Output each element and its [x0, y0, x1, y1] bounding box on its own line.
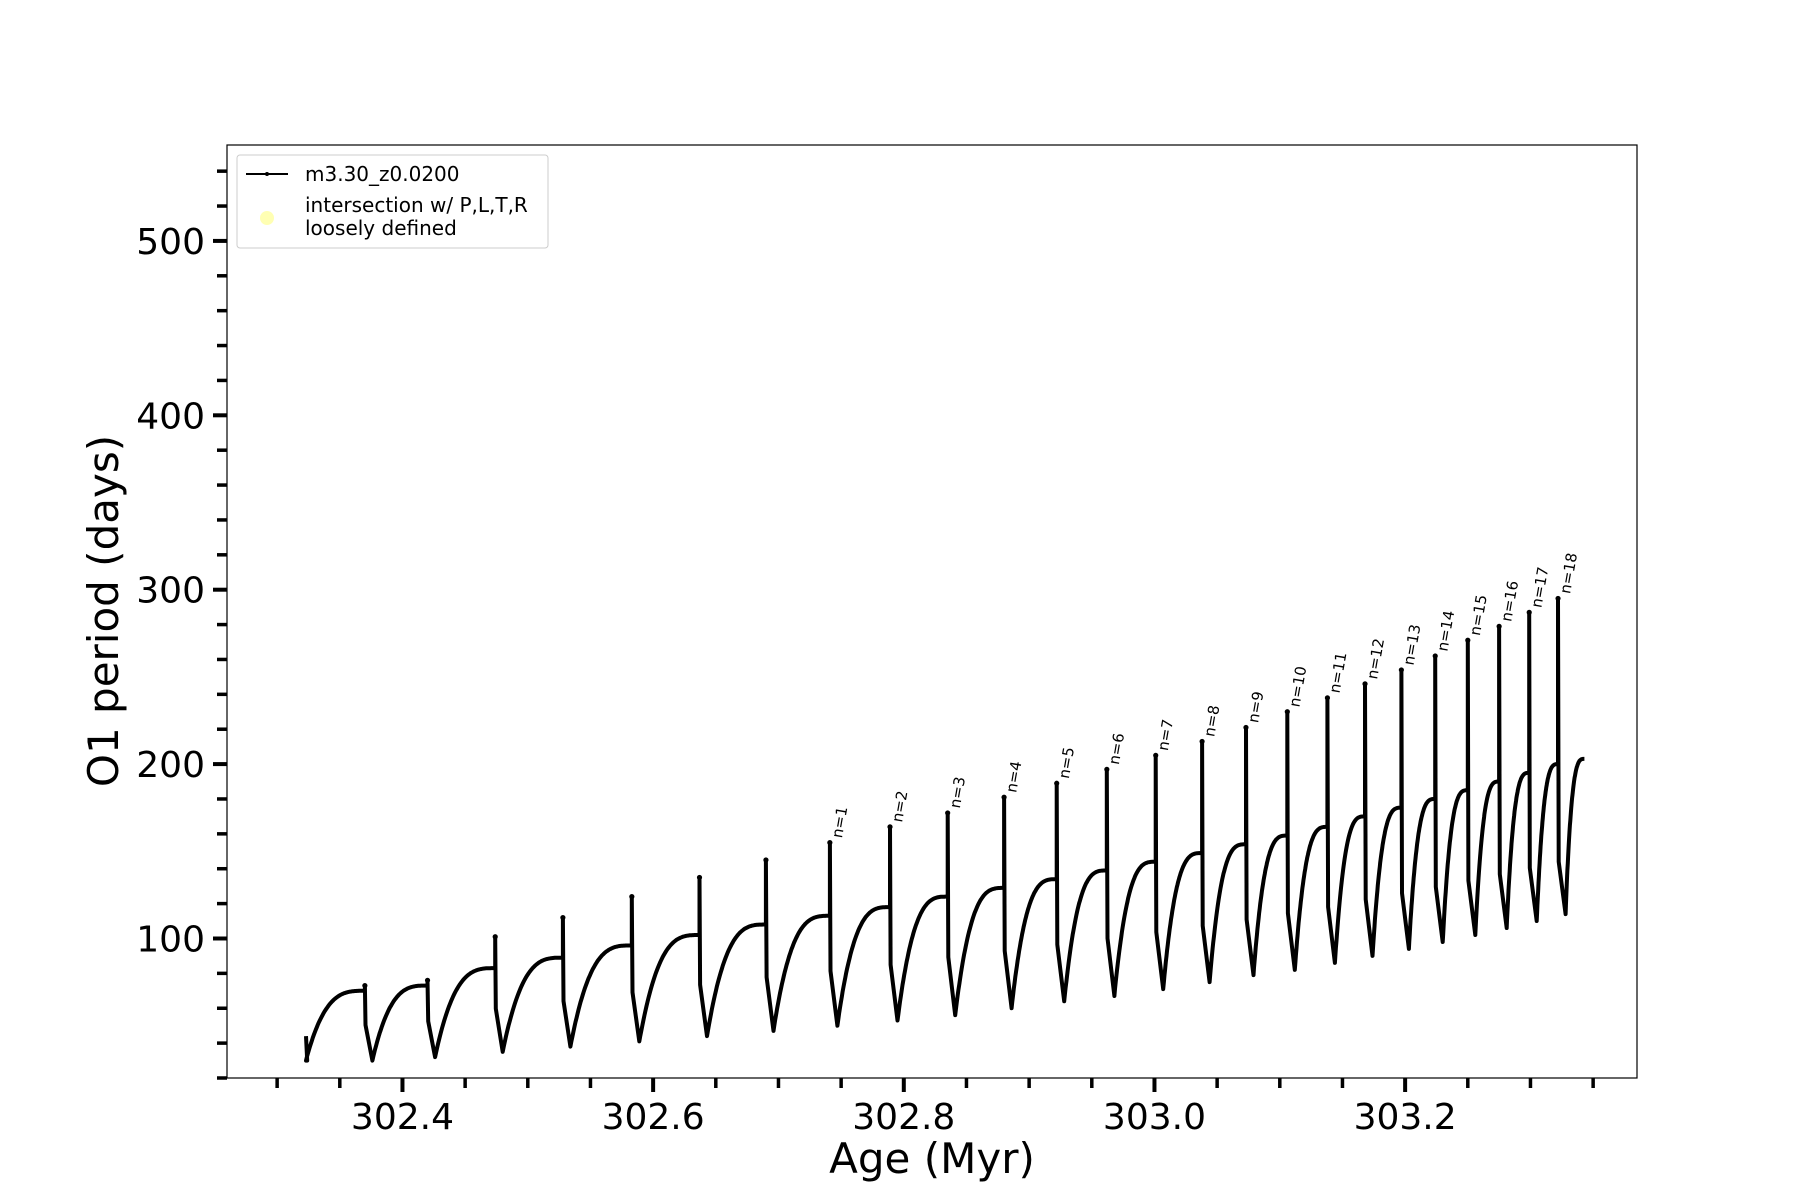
- pulse-label: n=11: [1326, 651, 1351, 695]
- series-line: [304, 596, 1586, 1063]
- spike-point: [1526, 609, 1532, 615]
- legend-entry-intersection: intersection w/ P,L,T,R loosely defined: [305, 193, 534, 240]
- x-axis-label: Age (Myr): [829, 1134, 1035, 1183]
- legend-frame: [236, 154, 549, 249]
- spike-point: [1496, 623, 1502, 629]
- y-axis-label: O1 period (days): [79, 435, 128, 787]
- pulse-label: n=5: [1055, 746, 1078, 780]
- pulse-label: n=18: [1556, 551, 1581, 595]
- pulse-label: n=7: [1154, 718, 1177, 752]
- legend: m3.30_z0.0200 intersection w/ P,L,T,R lo…: [236, 154, 549, 249]
- spike-point: [945, 810, 951, 816]
- pulse-label: n=8: [1200, 704, 1223, 738]
- pulse-label: n=17: [1527, 565, 1552, 609]
- spike-point: [1001, 794, 1007, 800]
- spike-point: [629, 894, 635, 900]
- x-tick-label: 302.8: [852, 1097, 955, 1138]
- pulse-label: n=9: [1244, 690, 1267, 724]
- spike-point: [696, 874, 703, 881]
- y-tick-label: 300: [136, 571, 205, 612]
- x-tick-label: 303.2: [1354, 1097, 1457, 1138]
- spike-point: [1284, 709, 1290, 715]
- legend-entry-intersection-line-2: loosely defined: [305, 216, 457, 240]
- spike-point: [1465, 637, 1471, 643]
- x-tick-label: 303.0: [1103, 1097, 1206, 1138]
- spike-point: [1243, 724, 1249, 731]
- spike-point: [424, 977, 431, 983]
- spike-point: [763, 857, 769, 863]
- spike-point: [1153, 752, 1159, 758]
- legend-entry-series: m3.30_z0.0200: [305, 162, 460, 186]
- pulse-label: n=4: [1002, 760, 1025, 794]
- y-tick-label: 400: [136, 396, 205, 437]
- pulse-label: n=14: [1433, 609, 1458, 653]
- y-tick-label: 200: [136, 745, 205, 786]
- spike-point: [1199, 738, 1205, 745]
- spike-point: [1398, 667, 1404, 673]
- legend-dot-marker: [260, 211, 274, 225]
- pulse-label: n=12: [1363, 637, 1388, 681]
- x-tick-label: 302.4: [351, 1097, 454, 1138]
- pulse-label: n=16: [1497, 579, 1522, 623]
- spike-point: [1054, 780, 1060, 786]
- spike-point: [1362, 681, 1368, 687]
- plot-frame: [226, 144, 1638, 1079]
- spike-point: [1432, 653, 1438, 659]
- spike-point: [887, 824, 893, 830]
- spike-point: [1324, 695, 1331, 701]
- pulse-label: n=15: [1466, 593, 1491, 637]
- spike-point: [1555, 595, 1561, 602]
- pulse-label: n=10: [1286, 665, 1311, 709]
- y-tick-label: 100: [136, 919, 205, 960]
- spike-point: [1104, 766, 1110, 772]
- spike-point: [492, 934, 498, 940]
- pulse-label: n=2: [888, 789, 911, 823]
- x-tick-label: 302.6: [602, 1097, 705, 1138]
- x-axis: 302.4 302.6 302.8 303.0 303.2: [275, 1078, 1595, 1138]
- pulse-label: n=1: [828, 805, 851, 839]
- pulse-label: n=13: [1400, 623, 1425, 667]
- spike-point: [560, 914, 566, 921]
- spike-point: [362, 982, 368, 989]
- y-axis: 100 200 300 400 500: [136, 169, 227, 1080]
- legend-line-point: [265, 172, 269, 176]
- legend-entry-intersection-line-1: intersection w/ P,L,T,R: [305, 193, 528, 217]
- pulse-label: n=6: [1105, 732, 1128, 766]
- y-tick-label: 500: [136, 222, 205, 263]
- pulse-label: n=3: [946, 775, 969, 809]
- series-layer: [304, 595, 1586, 1063]
- spike-point: [827, 839, 833, 846]
